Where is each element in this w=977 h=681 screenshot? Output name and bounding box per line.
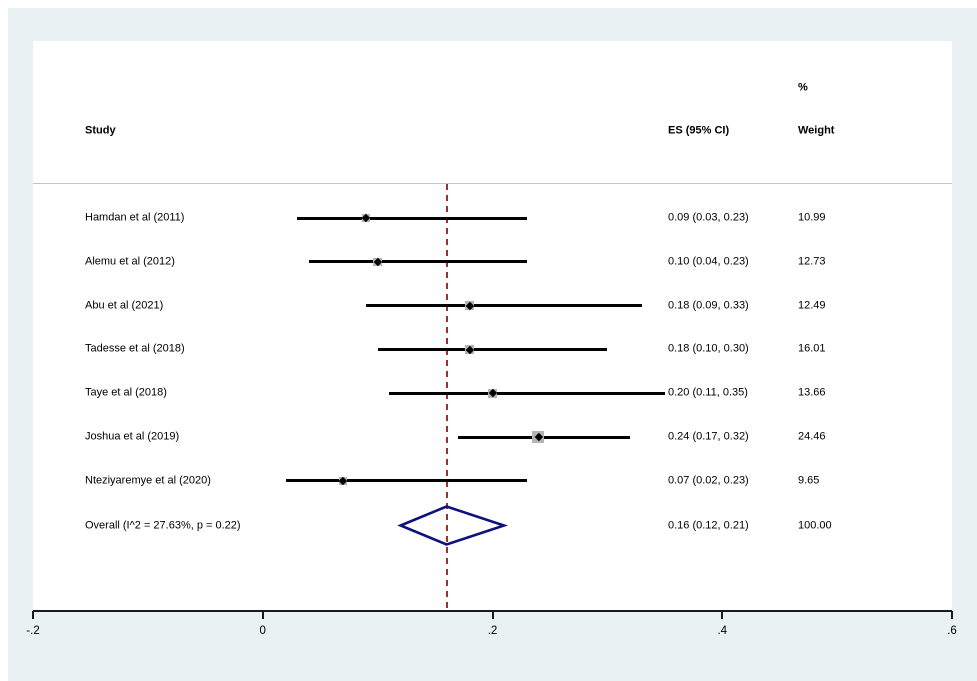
es-ci-value: 0.24 (0.17, 0.32) bbox=[668, 430, 749, 443]
ci-line bbox=[377, 347, 608, 351]
column-header-study: Study bbox=[85, 124, 116, 137]
weight-value: 9.65 bbox=[798, 474, 820, 487]
weight-value: 12.73 bbox=[798, 255, 826, 268]
es-ci-value: 0.07 (0.02, 0.23) bbox=[668, 474, 749, 487]
study-label: Tadesse et al (2018) bbox=[85, 342, 185, 355]
x-axis-tick bbox=[951, 611, 953, 619]
es-ci-value: 0.20 (0.11, 0.35) bbox=[668, 386, 748, 399]
study-label: Joshua et al (2019) bbox=[85, 430, 180, 443]
column-header-percent: % bbox=[798, 81, 808, 94]
ci-line bbox=[389, 391, 665, 395]
x-axis-tick bbox=[261, 611, 264, 619]
x-axis-tick-label: .2 bbox=[487, 625, 498, 637]
weight-value: 24.46 bbox=[798, 430, 826, 443]
header-separator-line bbox=[33, 183, 952, 184]
ci-line bbox=[285, 479, 527, 483]
ci-line bbox=[366, 304, 642, 308]
x-axis-tick-label: .4 bbox=[717, 625, 728, 637]
column-header-es-ci: ES (95% CI) bbox=[668, 124, 730, 137]
x-axis-tick-label: 0 bbox=[259, 625, 266, 637]
column-header-weight: Weight bbox=[798, 124, 835, 137]
x-axis-tick-label: .6 bbox=[947, 625, 957, 637]
weight-value: 12.49 bbox=[798, 299, 826, 312]
overall-reference-dashed-line bbox=[445, 184, 448, 610]
x-axis-tick bbox=[491, 611, 494, 619]
study-label: Hamdan et al (2011) bbox=[85, 211, 185, 224]
x-axis-tick bbox=[721, 611, 724, 619]
weight-value: 16.01 bbox=[798, 342, 826, 355]
study-label: Taye et al (2018) bbox=[85, 386, 167, 399]
study-label: Alemu et al (2012) bbox=[85, 255, 175, 268]
overall-weight-value: 100.00 bbox=[798, 519, 832, 531]
weight-value: 10.99 bbox=[798, 211, 826, 224]
study-label: Nteziyaremye et al (2020) bbox=[85, 474, 211, 487]
x-axis-tick bbox=[32, 611, 34, 619]
weight-value: 13.66 bbox=[798, 386, 826, 399]
es-ci-value: 0.10 (0.04, 0.23) bbox=[668, 255, 749, 268]
es-ci-value: 0.18 (0.09, 0.33) bbox=[668, 299, 749, 312]
es-ci-value: 0.18 (0.10, 0.30) bbox=[668, 342, 749, 355]
study-label: Abu et al (2021) bbox=[85, 299, 164, 312]
ci-line bbox=[297, 216, 527, 220]
overall-es-ci-value: 0.16 (0.12, 0.21) bbox=[668, 519, 749, 531]
x-axis-tick-label: -.2 bbox=[26, 625, 40, 637]
overall-label: Overall (I^2 = 27.63%, p = 0.22) bbox=[85, 519, 241, 531]
es-ci-value: 0.09 (0.03, 0.23) bbox=[668, 211, 749, 224]
ci-line bbox=[308, 260, 527, 264]
